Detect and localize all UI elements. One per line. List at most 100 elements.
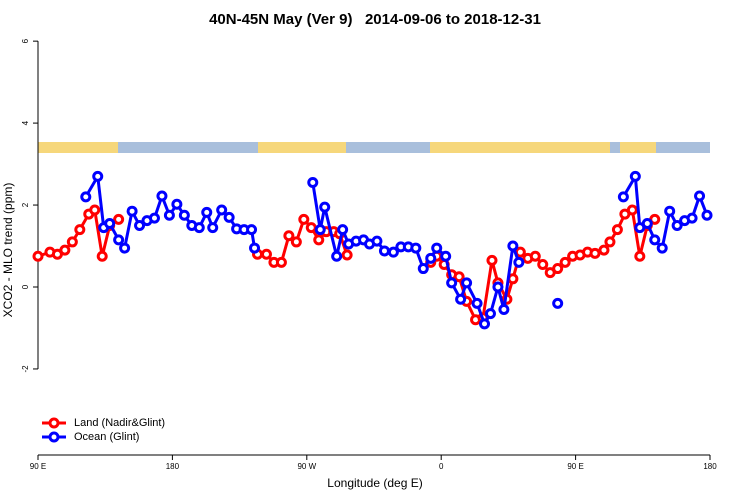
x-tick-label: 0 [439,462,444,471]
data-point [664,205,676,217]
legend-label: Ocean (Glint) [74,431,139,443]
data-point [134,220,146,232]
legend-marker [48,417,60,429]
data-point [484,308,496,320]
data-point [104,217,116,229]
legend-marker [48,431,60,443]
y-tick-label: 6 [21,38,30,43]
data-point [283,230,295,242]
data-point [425,252,437,264]
data-point [498,304,510,316]
x-axis-label: Longitude (deg E) [327,476,422,490]
data-point [246,224,258,236]
data-point [440,250,452,262]
data-point [92,170,104,182]
data-point [486,254,498,266]
data-point [453,271,465,283]
data-point [617,191,629,203]
data-point [113,213,125,225]
data-point [216,204,228,216]
data-point [537,258,549,270]
data-point [305,222,317,234]
data-point [552,297,564,309]
data-point [694,190,706,202]
data-point [249,242,261,254]
data-point [649,234,661,246]
data-point [507,240,519,252]
data-point [552,263,564,275]
data-point [275,256,287,268]
data-point [461,277,473,289]
land-band [430,142,610,153]
data-point [178,209,190,221]
data-point [656,242,668,254]
data-point [290,236,302,248]
data-point [387,246,399,258]
x-tick-label: 180 [703,462,717,471]
data-point [378,245,390,257]
data-point [471,297,483,309]
data-point [207,222,219,234]
data-point [492,281,504,293]
data-point [307,177,319,189]
data-point [371,235,383,247]
data-point [455,293,467,305]
data-point [589,247,601,259]
data-point [701,209,713,221]
data-point [32,250,44,262]
data-point [417,263,429,275]
data-point [66,236,78,248]
data-point [331,250,343,262]
y-axis-label: XCO2 - MLO trend (ppm) [1,183,15,318]
data-point [193,222,205,234]
land-band [258,142,346,153]
data-point [341,249,353,261]
ocean-band [38,142,710,153]
data-point [80,191,92,203]
data-point [611,224,623,236]
data-point [59,244,71,256]
data-point [74,224,86,236]
land-band [38,142,118,153]
land-band [620,142,656,153]
data-point [260,248,272,260]
data-point [89,204,101,216]
y-tick-label: -2 [21,365,30,373]
data-point [559,256,571,268]
y-tick-label: 4 [21,120,30,125]
x-tick-label: 180 [166,462,180,471]
y-tick-label: 0 [21,284,30,289]
data-point [163,209,175,221]
data-point [156,190,168,202]
data-point [626,204,638,216]
data-point [641,217,653,229]
x-tick-label: 90 W [297,462,316,471]
x-tick-label: 90 E [30,462,46,471]
data-point [446,277,458,289]
data-point [119,242,131,254]
data-point [96,250,108,262]
data-point [337,224,349,236]
data-point [171,198,183,210]
data-point [313,234,325,246]
data-point [671,220,683,232]
data-point [314,224,326,236]
land-ocean-strip [38,142,710,153]
data-point [223,211,235,223]
data-point [113,234,125,246]
data-point [410,242,422,254]
data-point [513,256,525,268]
data-point [686,212,698,224]
data-point [629,170,641,182]
x-tick-label: 90 E [567,462,583,471]
data-point [598,244,610,256]
data-point [126,205,138,217]
data-point [319,201,331,213]
data-point [298,213,310,225]
data-point [148,212,160,224]
legend-label: Land (Nadir&Glint) [74,417,165,429]
data-point [201,206,213,218]
chart-title: 40N-45N May (Ver 9) 2014-09-06 to 2018-1… [209,11,541,28]
y-tick-label: 2 [21,202,30,207]
